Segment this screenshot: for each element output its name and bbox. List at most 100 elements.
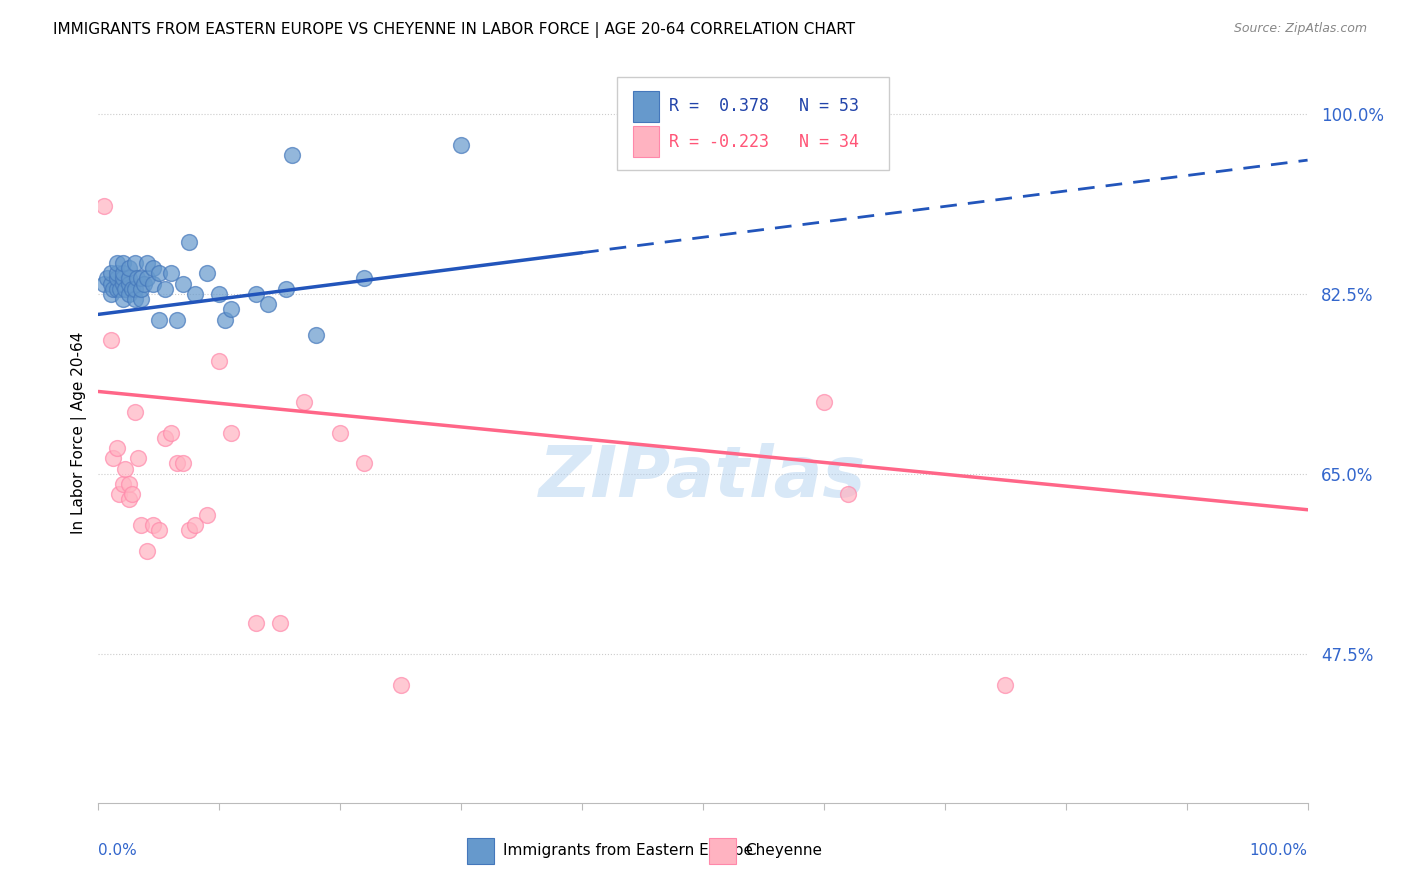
Point bbox=[111, 271, 134, 285]
Point bbox=[100, 286, 122, 301]
Point bbox=[111, 292, 134, 306]
Text: Immigrants from Eastern Europe: Immigrants from Eastern Europe bbox=[503, 844, 754, 858]
Point bbox=[114, 461, 136, 475]
Point bbox=[105, 266, 128, 280]
Point bbox=[118, 492, 141, 507]
Text: ZIPatlas: ZIPatlas bbox=[540, 442, 866, 511]
Text: 100.0%: 100.0% bbox=[1250, 844, 1308, 858]
Point bbox=[305, 327, 328, 342]
Point bbox=[269, 615, 291, 630]
Point bbox=[274, 282, 297, 296]
Point bbox=[129, 518, 152, 533]
Point bbox=[129, 271, 152, 285]
Point bbox=[121, 487, 143, 501]
Text: Source: ZipAtlas.com: Source: ZipAtlas.com bbox=[1233, 22, 1367, 36]
Point bbox=[813, 394, 835, 409]
Bar bbox=[633, 91, 659, 121]
Point bbox=[148, 266, 170, 280]
FancyBboxPatch shape bbox=[617, 78, 889, 169]
Point bbox=[118, 271, 141, 285]
Point bbox=[450, 137, 472, 152]
Point bbox=[353, 457, 375, 471]
Point bbox=[245, 615, 267, 630]
Point bbox=[124, 282, 146, 296]
Text: Cheyenne: Cheyenne bbox=[745, 844, 823, 858]
Point bbox=[221, 302, 243, 317]
Point bbox=[129, 282, 152, 296]
Point bbox=[166, 457, 188, 471]
Point bbox=[184, 518, 207, 533]
Point bbox=[135, 271, 157, 285]
Point bbox=[111, 266, 134, 280]
Point bbox=[93, 199, 115, 213]
Point bbox=[118, 477, 141, 491]
Point bbox=[127, 271, 149, 285]
Point bbox=[114, 282, 136, 296]
Text: 0.0%: 0.0% bbox=[98, 844, 138, 858]
Point bbox=[160, 425, 183, 440]
Point bbox=[172, 457, 194, 471]
Point bbox=[160, 266, 183, 280]
Point bbox=[101, 282, 124, 296]
Bar bbox=[709, 838, 735, 864]
Point bbox=[96, 271, 118, 285]
Point bbox=[105, 282, 128, 296]
Point bbox=[142, 261, 165, 276]
Point bbox=[214, 312, 236, 326]
Point bbox=[93, 277, 115, 291]
Point bbox=[118, 286, 141, 301]
Point bbox=[129, 292, 152, 306]
Point bbox=[101, 451, 124, 466]
Point bbox=[100, 266, 122, 280]
Point bbox=[105, 256, 128, 270]
Text: R = -0.223   N = 34: R = -0.223 N = 34 bbox=[669, 133, 859, 151]
Point bbox=[134, 277, 156, 291]
Point bbox=[100, 333, 122, 347]
Point bbox=[837, 487, 859, 501]
Point bbox=[105, 441, 128, 455]
Point bbox=[221, 425, 243, 440]
Point bbox=[184, 286, 207, 301]
Point bbox=[281, 148, 304, 162]
Point bbox=[108, 282, 131, 296]
Point bbox=[389, 677, 412, 691]
Point bbox=[108, 487, 131, 501]
Point bbox=[195, 266, 218, 280]
Bar bbox=[633, 126, 659, 157]
Point bbox=[994, 677, 1017, 691]
Point bbox=[118, 261, 141, 276]
Point bbox=[153, 431, 176, 445]
Text: R =  0.378   N = 53: R = 0.378 N = 53 bbox=[669, 97, 859, 115]
Point bbox=[142, 518, 165, 533]
Y-axis label: In Labor Force | Age 20-64: In Labor Force | Age 20-64 bbox=[72, 332, 87, 533]
Point bbox=[118, 277, 141, 291]
Point bbox=[208, 286, 231, 301]
Point bbox=[124, 292, 146, 306]
Point bbox=[166, 312, 188, 326]
Point bbox=[135, 544, 157, 558]
Point bbox=[153, 282, 176, 296]
Point bbox=[100, 277, 122, 291]
Point bbox=[111, 477, 134, 491]
Point bbox=[179, 524, 201, 538]
Point bbox=[121, 282, 143, 296]
Point bbox=[256, 297, 278, 311]
Point bbox=[124, 256, 146, 270]
Point bbox=[172, 277, 194, 291]
Point bbox=[111, 256, 134, 270]
Point bbox=[124, 405, 146, 419]
Point bbox=[105, 271, 128, 285]
Point bbox=[148, 524, 170, 538]
Point bbox=[135, 256, 157, 270]
Point bbox=[329, 425, 352, 440]
Point bbox=[148, 312, 170, 326]
Text: IMMIGRANTS FROM EASTERN EUROPE VS CHEYENNE IN LABOR FORCE | AGE 20-64 CORRELATIO: IMMIGRANTS FROM EASTERN EUROPE VS CHEYEN… bbox=[53, 22, 856, 38]
Point bbox=[179, 235, 201, 250]
Point bbox=[127, 451, 149, 466]
Point bbox=[195, 508, 218, 522]
Point bbox=[245, 286, 267, 301]
Point bbox=[208, 353, 231, 368]
Point bbox=[353, 271, 375, 285]
Point bbox=[292, 394, 315, 409]
Point bbox=[142, 277, 165, 291]
